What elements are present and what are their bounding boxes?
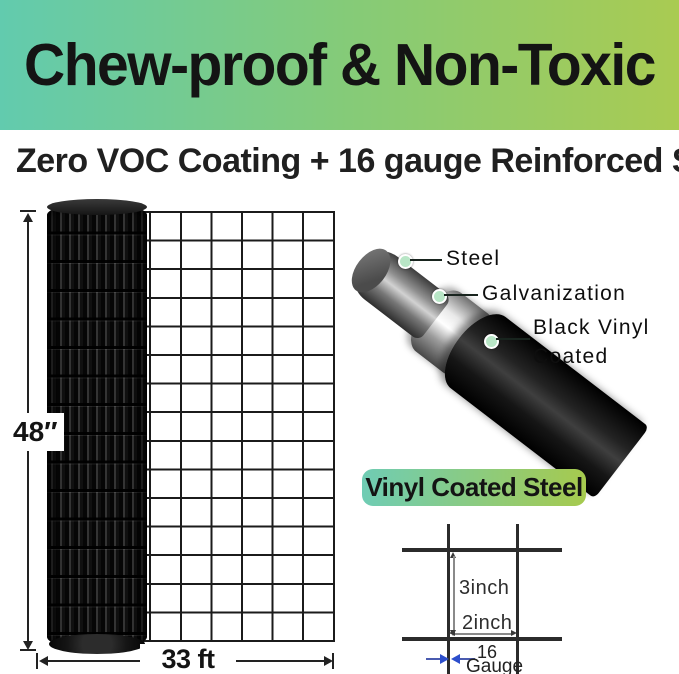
mesh-roll — [47, 199, 147, 654]
galvanization-callout-dot-icon — [432, 289, 447, 304]
badge-label: Vinyl Coated Steel — [365, 472, 583, 502]
steel-callout-label: Steel — [446, 247, 501, 270]
spec-height-up-arrow-icon — [450, 552, 456, 558]
gauge-left-arrow-icon — [451, 654, 460, 664]
spec-width-dim-line — [455, 633, 513, 635]
steel-callout-dot-icon — [398, 254, 413, 269]
spec-height-dim-line — [453, 556, 455, 632]
spec-width-left-arrow-icon — [449, 630, 455, 636]
steel-callout-line — [410, 259, 442, 261]
spec-horizontal-wire-bottom — [402, 637, 562, 641]
height-dim-top-tick — [20, 210, 36, 212]
galvanization-callout-label: Galvanization — [482, 282, 627, 305]
height-label: 48″ — [13, 413, 64, 451]
vinyl-coated-steel-badge: Vinyl Coated Steel — [362, 469, 586, 506]
spec-horizontal-wire-top — [402, 548, 562, 552]
subtitle-text: Zero VOC Coating + 16 gauge Reinforced S… — [16, 142, 679, 180]
vinyl-callout-label-line1: Black Vinyl — [533, 316, 650, 339]
vinyl-callout-line — [496, 338, 530, 340]
height-dim-bottom-tick — [20, 649, 36, 651]
spec-vertical-wire-right — [516, 524, 519, 674]
right-arrow-icon — [324, 656, 333, 666]
spec-vertical-wire-left — [447, 524, 450, 674]
down-arrow-icon — [23, 641, 33, 650]
banner: Chew-proof & Non-Toxic — [0, 0, 679, 130]
gauge-left-tail-line — [426, 658, 440, 660]
spec-cell-height-label: 3inch — [459, 577, 510, 599]
banner-title: Chew-proof & Non-Toxic — [24, 31, 656, 99]
gauge-word-label: Gauge — [466, 656, 524, 674]
vinyl-callout-label: Black Vinyl Coated — [533, 313, 650, 371]
galvanization-callout-line — [444, 294, 478, 296]
up-arrow-icon — [23, 213, 33, 222]
gauge-right-arrow-icon — [440, 654, 449, 664]
gauge-right-tail-line — [460, 658, 475, 660]
spec-cell-width-label: 2inch — [462, 612, 513, 634]
vinyl-callout-label-line2: Coated — [533, 345, 609, 368]
spec-width-right-arrow-icon — [511, 630, 517, 636]
length-dim-right-tick — [332, 653, 334, 669]
vinyl-callout-dot-icon — [484, 334, 499, 349]
gauge-number-label: 16 — [477, 642, 498, 662]
length-dim-left-tick — [36, 653, 38, 669]
length-label: 33 ft — [140, 644, 236, 674]
left-arrow-icon — [39, 656, 48, 666]
